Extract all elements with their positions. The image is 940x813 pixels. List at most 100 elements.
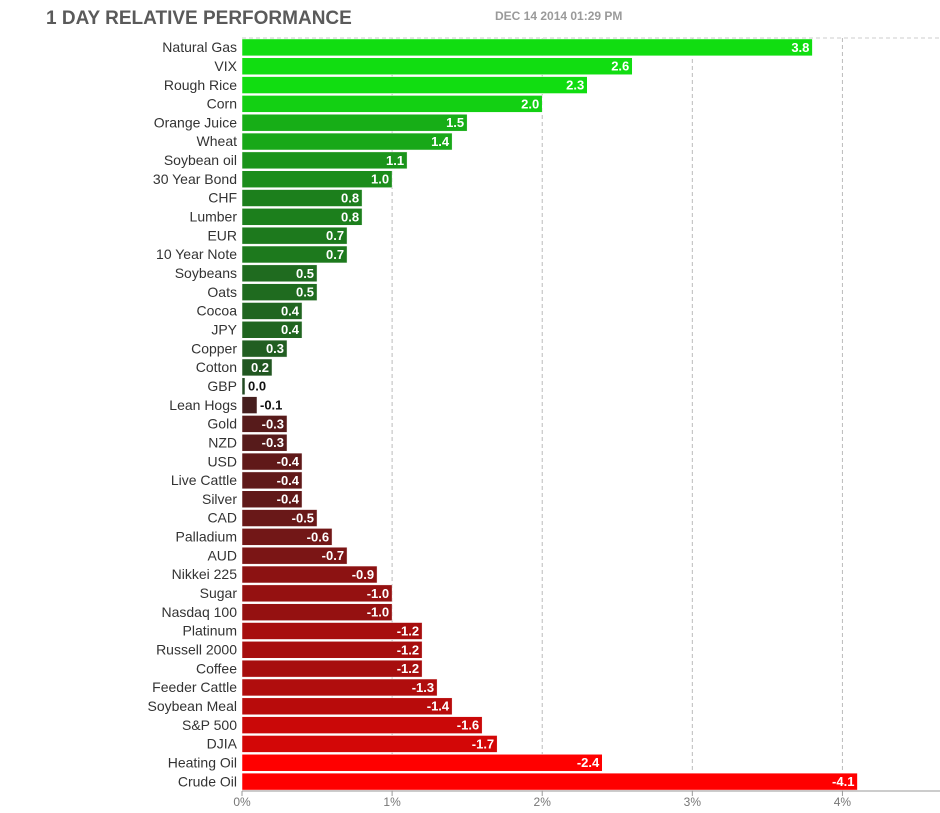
bar bbox=[241, 415, 288, 433]
y-tick-label: Feeder Cattle bbox=[152, 679, 237, 695]
bar bbox=[241, 509, 318, 527]
y-tick-label: Nasdaq 100 bbox=[161, 604, 237, 620]
value-label: 0.5 bbox=[296, 266, 314, 281]
bar bbox=[241, 283, 318, 301]
y-tick-label: Natural Gas bbox=[162, 39, 237, 55]
value-label: 0.2 bbox=[251, 360, 269, 375]
bar bbox=[241, 95, 543, 113]
value-label: 2.0 bbox=[521, 96, 539, 111]
value-label: -1.2 bbox=[397, 642, 419, 657]
bar bbox=[241, 321, 303, 339]
y-tick-label: EUR bbox=[207, 227, 237, 243]
value-label: 0.8 bbox=[341, 209, 359, 224]
value-label: 2.6 bbox=[611, 59, 629, 74]
value-label: -1.4 bbox=[427, 699, 450, 714]
bar bbox=[241, 302, 303, 320]
y-tick-label: Rough Rice bbox=[164, 77, 237, 93]
y-tick-label: AUD bbox=[207, 547, 237, 563]
y-tick-label: JPY bbox=[211, 321, 237, 337]
bar bbox=[241, 189, 363, 207]
y-tick-label: 30 Year Bond bbox=[153, 171, 237, 187]
y-tick-label: Orange Juice bbox=[154, 114, 237, 130]
y-tick-label: USD bbox=[207, 453, 237, 469]
value-label: 0.0 bbox=[248, 379, 266, 394]
x-tick-label: 1% bbox=[383, 795, 401, 809]
value-label: -0.6 bbox=[307, 529, 329, 544]
value-label: 0.7 bbox=[326, 247, 344, 262]
x-tick-label: 0% bbox=[233, 795, 251, 809]
value-label: -0.7 bbox=[322, 548, 344, 563]
y-tick-label: Corn bbox=[207, 96, 237, 112]
y-tick-label: Nikkei 225 bbox=[172, 566, 238, 582]
y-tick-label: GBP bbox=[207, 378, 237, 394]
x-tick-label: 2% bbox=[534, 795, 552, 809]
bar bbox=[241, 641, 423, 659]
value-label: 0.4 bbox=[281, 322, 300, 337]
value-label: -0.3 bbox=[262, 435, 284, 450]
value-label: 1.4 bbox=[431, 134, 450, 149]
y-tick-label: Soybean oil bbox=[164, 152, 237, 168]
value-label: 0.3 bbox=[266, 341, 284, 356]
value-label: -0.4 bbox=[277, 492, 300, 507]
value-label: 1.0 bbox=[371, 172, 389, 187]
value-label: -1.3 bbox=[412, 680, 434, 695]
bar bbox=[241, 377, 246, 395]
y-tick-label: Cotton bbox=[196, 359, 237, 375]
value-label: -0.4 bbox=[277, 473, 300, 488]
value-label: -4.1 bbox=[832, 774, 854, 789]
value-label: 0.4 bbox=[281, 303, 300, 318]
bar bbox=[241, 264, 318, 283]
value-label: -0.5 bbox=[292, 510, 314, 525]
y-tick-label: DJIA bbox=[207, 736, 238, 752]
bar bbox=[241, 396, 258, 414]
y-tick-label: Lean Hogs bbox=[169, 397, 237, 413]
value-label: -1.6 bbox=[457, 718, 479, 733]
value-label: 3.8 bbox=[791, 40, 809, 55]
y-tick-label: S&P 500 bbox=[182, 717, 237, 733]
bar bbox=[241, 697, 453, 716]
value-label: 0.5 bbox=[296, 285, 314, 300]
value-label: -1.7 bbox=[472, 736, 494, 751]
value-label: -0.9 bbox=[352, 567, 374, 582]
y-tick-label: Copper bbox=[191, 340, 237, 356]
bar bbox=[241, 584, 393, 603]
bar bbox=[241, 339, 288, 358]
value-label: 1.1 bbox=[386, 153, 404, 168]
bar bbox=[241, 471, 303, 490]
y-tick-label: Cocoa bbox=[197, 303, 238, 319]
y-tick-label: Silver bbox=[202, 491, 237, 507]
y-tick-label: Heating Oil bbox=[168, 754, 237, 770]
y-tick-label: CHF bbox=[208, 190, 237, 206]
bar bbox=[241, 603, 393, 621]
bar bbox=[241, 132, 453, 151]
value-label: -1.0 bbox=[367, 605, 389, 620]
bar bbox=[241, 170, 393, 188]
bar bbox=[241, 226, 348, 245]
value-label: -2.4 bbox=[577, 755, 600, 770]
value-label: -1.2 bbox=[397, 661, 419, 676]
bar bbox=[241, 38, 813, 57]
y-tick-label: Wheat bbox=[197, 133, 238, 149]
bar bbox=[241, 452, 303, 471]
bar bbox=[241, 151, 408, 170]
bar bbox=[241, 716, 483, 734]
bar bbox=[241, 659, 423, 678]
bar bbox=[241, 57, 633, 75]
y-tick-label: Palladium bbox=[176, 529, 237, 545]
bar bbox=[241, 113, 468, 132]
y-tick-label: Sugar bbox=[200, 585, 238, 601]
bar bbox=[241, 622, 423, 640]
value-label: -1.2 bbox=[397, 623, 419, 638]
y-tick-label: Live Cattle bbox=[171, 472, 237, 488]
value-label: 2.3 bbox=[566, 78, 584, 93]
y-tick-label: NZD bbox=[208, 434, 237, 450]
y-tick-label: Gold bbox=[207, 416, 237, 432]
value-label: 1.5 bbox=[446, 115, 464, 130]
y-tick-label: Coffee bbox=[196, 660, 237, 676]
bar bbox=[241, 772, 858, 791]
y-tick-label: VIX bbox=[214, 58, 237, 74]
y-tick-label: Platinum bbox=[183, 623, 237, 639]
y-tick-label: Oats bbox=[207, 284, 237, 300]
